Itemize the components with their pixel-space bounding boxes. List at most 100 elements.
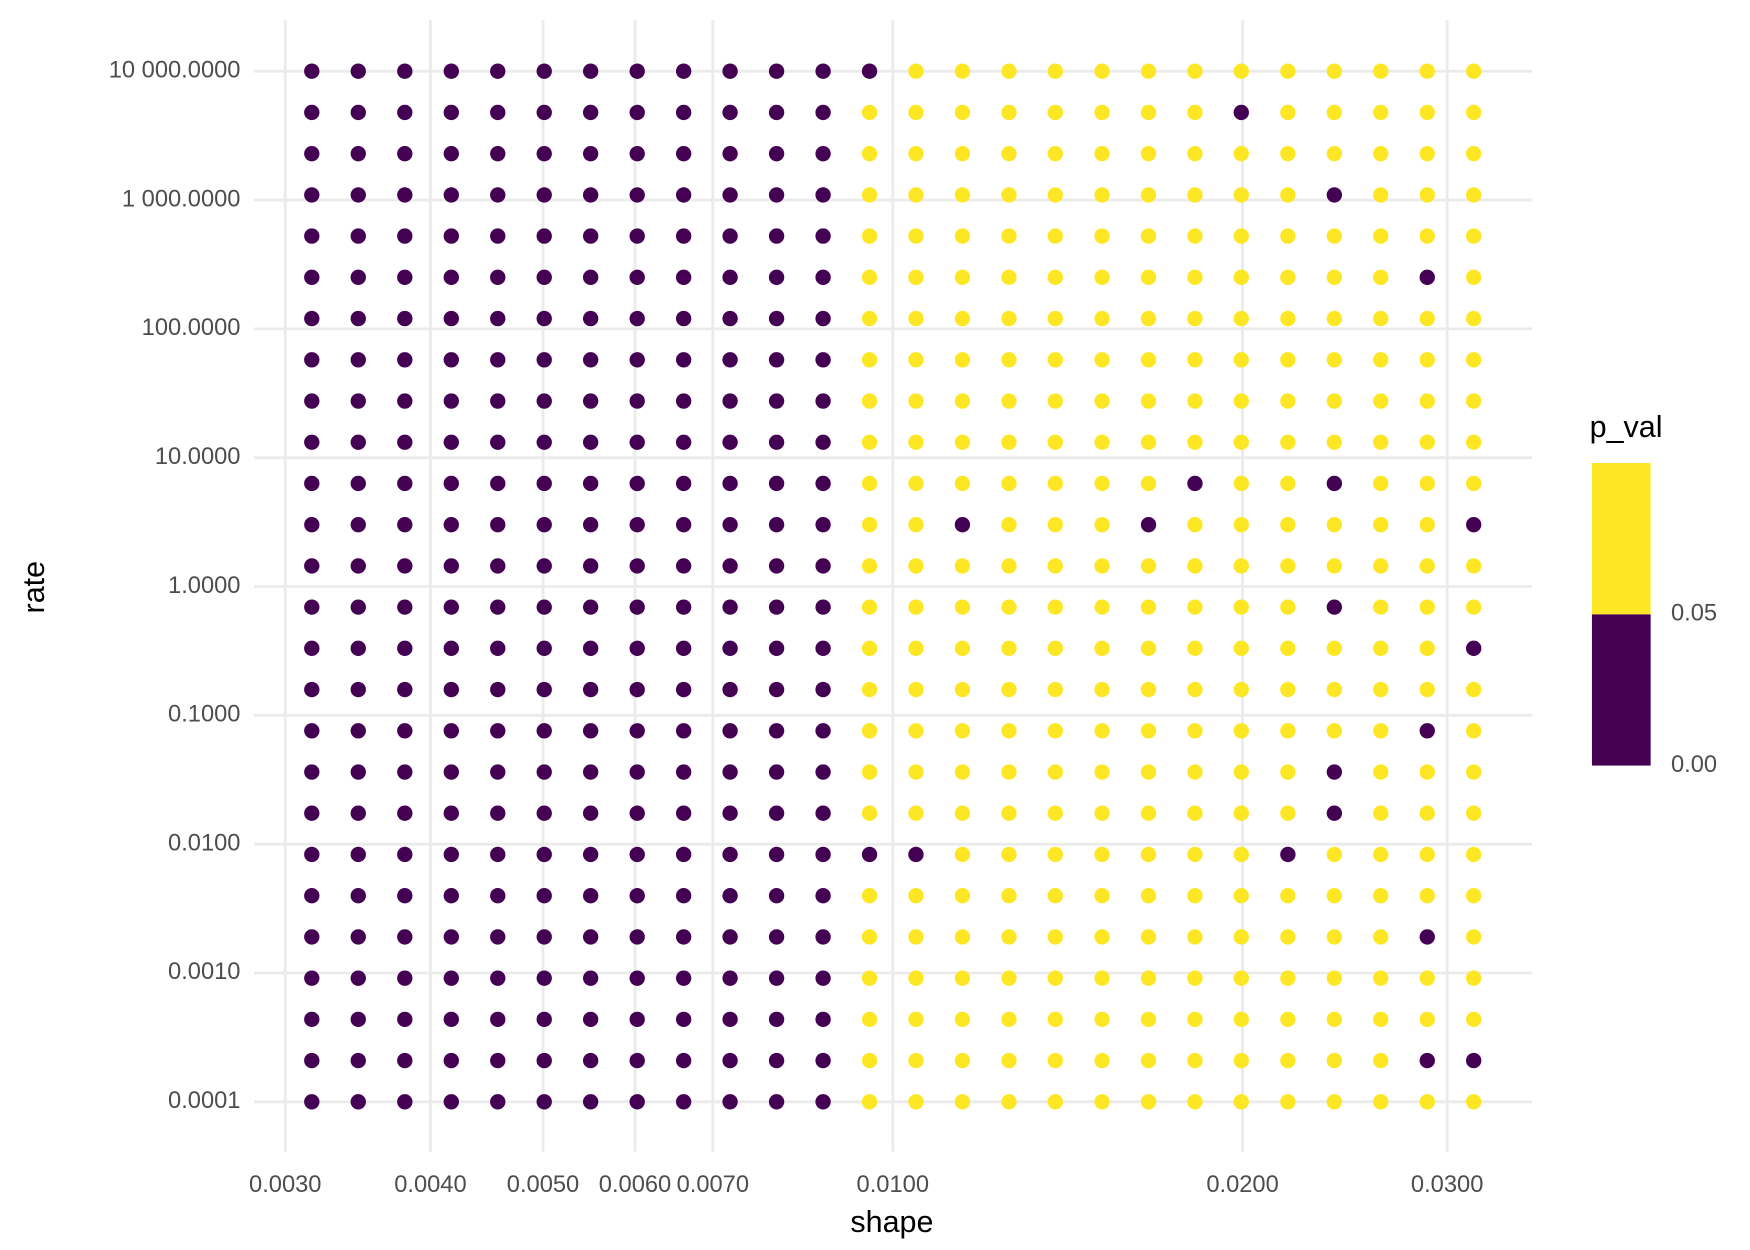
point xyxy=(861,681,878,698)
point xyxy=(397,599,413,615)
point xyxy=(675,970,692,986)
point xyxy=(629,104,645,121)
point xyxy=(1280,393,1296,409)
point xyxy=(350,599,366,615)
point xyxy=(1233,475,1249,492)
point xyxy=(397,764,413,780)
point xyxy=(815,517,831,533)
point xyxy=(722,145,738,162)
point xyxy=(397,104,413,121)
point xyxy=(443,970,459,986)
point xyxy=(1326,1052,1343,1069)
point xyxy=(1326,640,1343,657)
point xyxy=(675,517,692,533)
point xyxy=(1419,187,1435,203)
point xyxy=(350,970,366,986)
point xyxy=(304,517,320,533)
point xyxy=(536,764,552,780)
point xyxy=(304,63,320,79)
point xyxy=(397,269,413,286)
point xyxy=(768,1052,785,1069)
point xyxy=(536,393,552,409)
point xyxy=(768,558,785,574)
point xyxy=(1001,764,1017,780)
point xyxy=(675,929,692,945)
point xyxy=(722,475,738,492)
point xyxy=(304,640,320,657)
point xyxy=(908,269,924,286)
point xyxy=(629,63,645,79)
point xyxy=(908,1052,924,1069)
point xyxy=(1233,352,1249,368)
point xyxy=(1001,517,1017,533)
point xyxy=(1280,475,1296,492)
point xyxy=(304,310,320,327)
point xyxy=(861,805,878,821)
point xyxy=(1373,145,1389,162)
point xyxy=(675,888,692,904)
point xyxy=(1140,764,1157,780)
point xyxy=(1280,517,1296,533)
point xyxy=(536,1052,552,1069)
point xyxy=(722,1094,738,1110)
point xyxy=(1419,475,1435,492)
point xyxy=(490,145,506,162)
point xyxy=(1419,970,1435,986)
x-tick-label: 0.0070 xyxy=(677,1172,749,1198)
y-tick-label: 1.0000 xyxy=(168,573,240,599)
point xyxy=(1373,310,1389,327)
point xyxy=(443,228,459,244)
point xyxy=(304,1011,320,1028)
point xyxy=(1466,187,1482,203)
point xyxy=(1140,517,1157,533)
point xyxy=(1094,970,1110,986)
point xyxy=(722,764,738,780)
point xyxy=(1419,764,1435,780)
point xyxy=(1140,599,1157,615)
point xyxy=(722,269,738,286)
point xyxy=(861,723,878,739)
point xyxy=(304,681,320,698)
point xyxy=(675,310,692,327)
point xyxy=(1373,888,1389,904)
point xyxy=(536,310,552,327)
point xyxy=(490,434,506,450)
point xyxy=(304,475,320,492)
point xyxy=(722,929,738,945)
point xyxy=(1094,187,1110,203)
point xyxy=(582,352,599,368)
point xyxy=(397,187,413,203)
point xyxy=(954,723,971,739)
point xyxy=(1001,434,1017,450)
point xyxy=(350,929,366,945)
point xyxy=(1140,1052,1157,1069)
point xyxy=(1466,1052,1482,1069)
point xyxy=(397,393,413,409)
point xyxy=(1140,63,1157,79)
point xyxy=(1466,1094,1482,1110)
point xyxy=(490,393,506,409)
point xyxy=(908,517,924,533)
point xyxy=(1140,846,1157,863)
point xyxy=(443,681,459,698)
point xyxy=(722,970,738,986)
point xyxy=(1047,681,1063,698)
point xyxy=(1373,104,1389,121)
point xyxy=(1280,846,1296,863)
point xyxy=(861,1052,878,1069)
point xyxy=(1280,558,1296,574)
point xyxy=(1233,269,1249,286)
y-tick-label: 1 000.0000 xyxy=(122,186,241,212)
point xyxy=(1466,269,1482,286)
point xyxy=(1419,269,1435,286)
point xyxy=(582,681,599,698)
point xyxy=(490,517,506,533)
point xyxy=(815,63,831,79)
point xyxy=(536,1011,552,1028)
point xyxy=(1373,929,1389,945)
point xyxy=(350,434,366,450)
point xyxy=(1047,517,1063,533)
point xyxy=(954,599,971,615)
point xyxy=(350,187,366,203)
point xyxy=(397,929,413,945)
